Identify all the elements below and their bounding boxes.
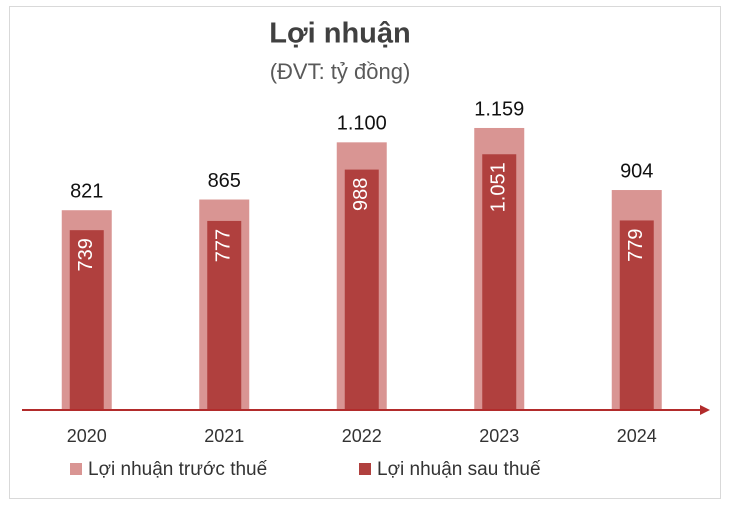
x-tick-label: 2022 <box>342 426 382 446</box>
value-label: 988 <box>350 178 372 211</box>
x-tick-label: 2021 <box>204 426 244 446</box>
value-label: 1.051 <box>488 162 510 212</box>
x-tick-label: 2023 <box>479 426 519 446</box>
value-label: 739 <box>75 238 97 271</box>
legend-label: Lợi nhuận trước thuế <box>88 459 268 480</box>
value-label: 1.100 <box>337 113 387 135</box>
bar <box>207 220 242 410</box>
x-tick-label: 2024 <box>617 426 657 446</box>
bar <box>619 220 654 410</box>
chart-frame <box>9 6 721 499</box>
value-label: 1.159 <box>474 98 524 120</box>
chart-title: Lợi nhuận <box>269 18 410 50</box>
legend-swatch <box>359 463 371 475</box>
value-label: 777 <box>213 229 235 262</box>
bar <box>344 169 379 410</box>
bar <box>482 154 517 410</box>
legend-label: Lợi nhuận sau thuế <box>377 459 541 480</box>
value-label: 821 <box>70 181 103 203</box>
legend-swatch <box>70 463 82 475</box>
value-label: 865 <box>208 170 241 192</box>
x-tick-label: 2020 <box>67 426 107 446</box>
value-label: 904 <box>620 160 653 182</box>
chart-subtitle: (ĐVT: tỷ đồng) <box>270 59 411 84</box>
value-label: 779 <box>625 228 647 261</box>
bar <box>69 230 104 410</box>
